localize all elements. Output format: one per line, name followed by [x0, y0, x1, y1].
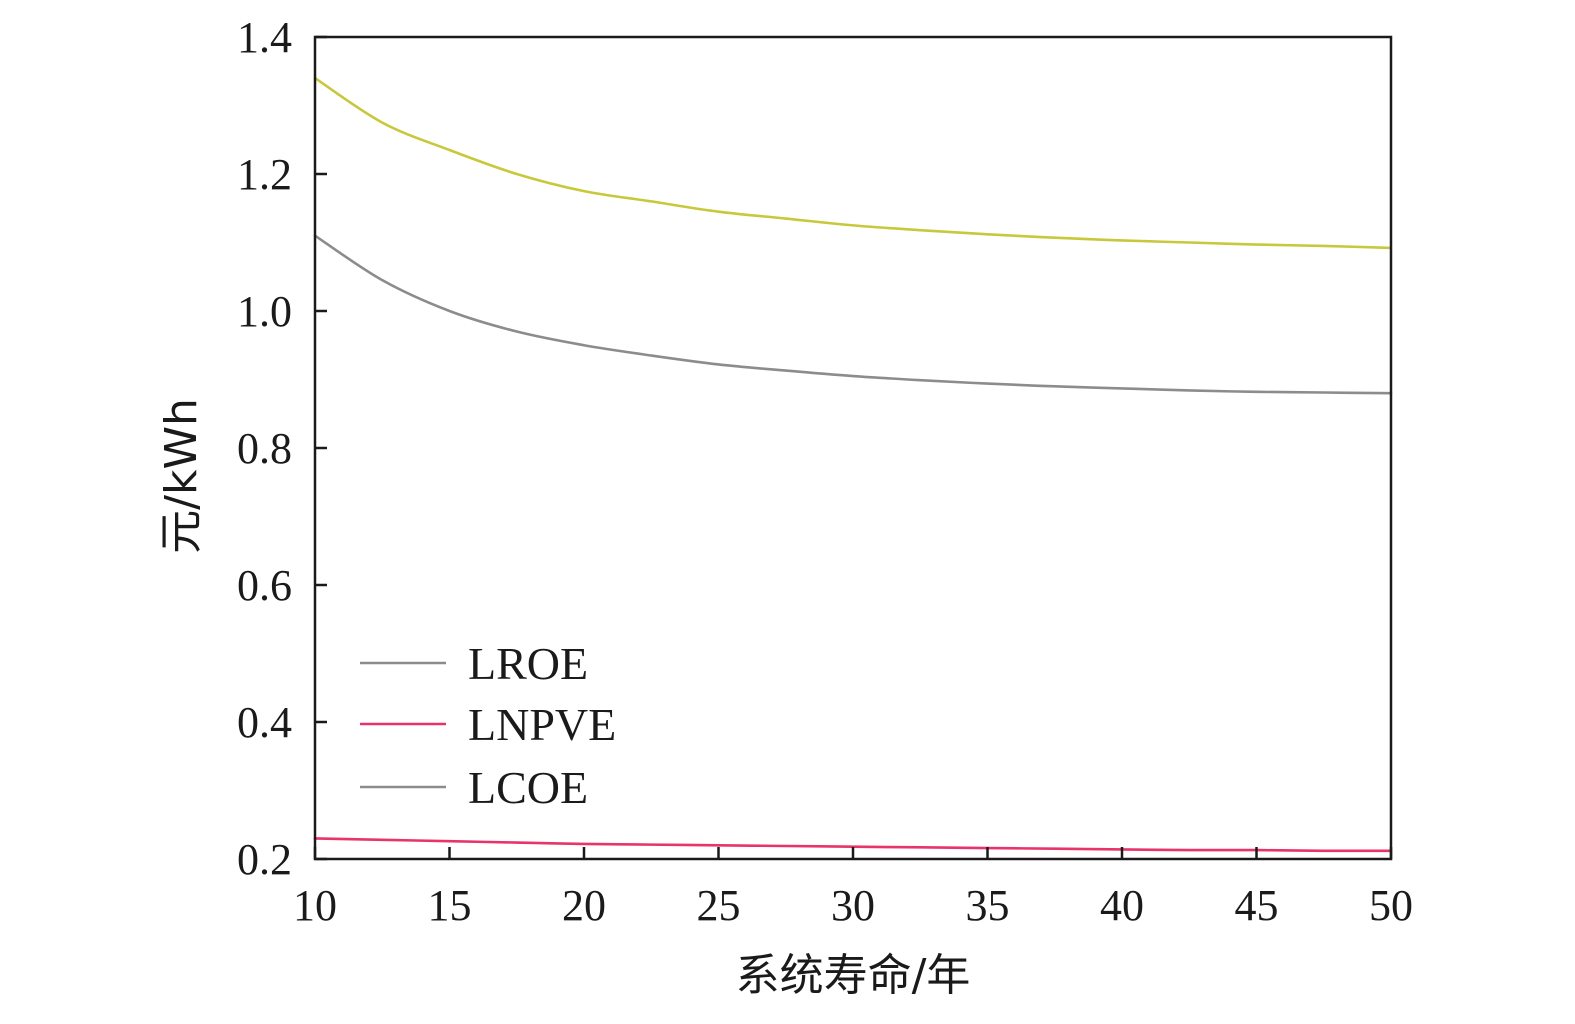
y-tick-label-0-8: 0.8 [237, 424, 292, 473]
x-tick-label-15: 15 [428, 881, 472, 930]
legend-label-lroe: LROE [468, 638, 588, 689]
x-axis-ticks: 10 15 20 25 30 35 40 45 50 [293, 847, 1413, 930]
y-axis-ticks: 0.2 0.4 0.6 0.8 1.0 1.2 1.4 [237, 13, 327, 884]
x-tick-label-35: 35 [966, 881, 1010, 930]
x-tick-label-25: 25 [697, 881, 741, 930]
series-line-lnpve [313, 837, 1393, 853]
y-tick-label-0-2: 0.2 [237, 835, 292, 884]
legend-label-lnpve: LNPVE [468, 699, 616, 750]
x-tick-label-20: 20 [562, 881, 606, 930]
y-tick-label-1: 1.0 [237, 287, 292, 336]
x-tick-label-40: 40 [1100, 881, 1144, 930]
series-line-lroe [313, 76, 1393, 250]
legend: LROE LNPVE LCOE [360, 638, 616, 813]
y-tick-label-1-4: 1.4 [237, 13, 292, 62]
x-tick-label-30: 30 [831, 881, 875, 930]
x-axis-title: 系统寿命/年 [736, 950, 971, 1001]
x-tick-label-50: 50 [1369, 881, 1413, 930]
legend-label-lcoe: LCOE [468, 762, 588, 813]
y-tick-label-0-6: 0.6 [237, 561, 292, 610]
x-tick-label-45: 45 [1235, 881, 1279, 930]
series-lines [313, 76, 1393, 853]
series-line-lcoe [313, 234, 1393, 395]
x-tick-label-10: 10 [293, 881, 337, 930]
y-tick-label-0-4: 0.4 [237, 698, 292, 747]
y-tick-label-1-2: 1.2 [237, 150, 292, 199]
y-axis-title: 元/kWh [156, 398, 207, 554]
